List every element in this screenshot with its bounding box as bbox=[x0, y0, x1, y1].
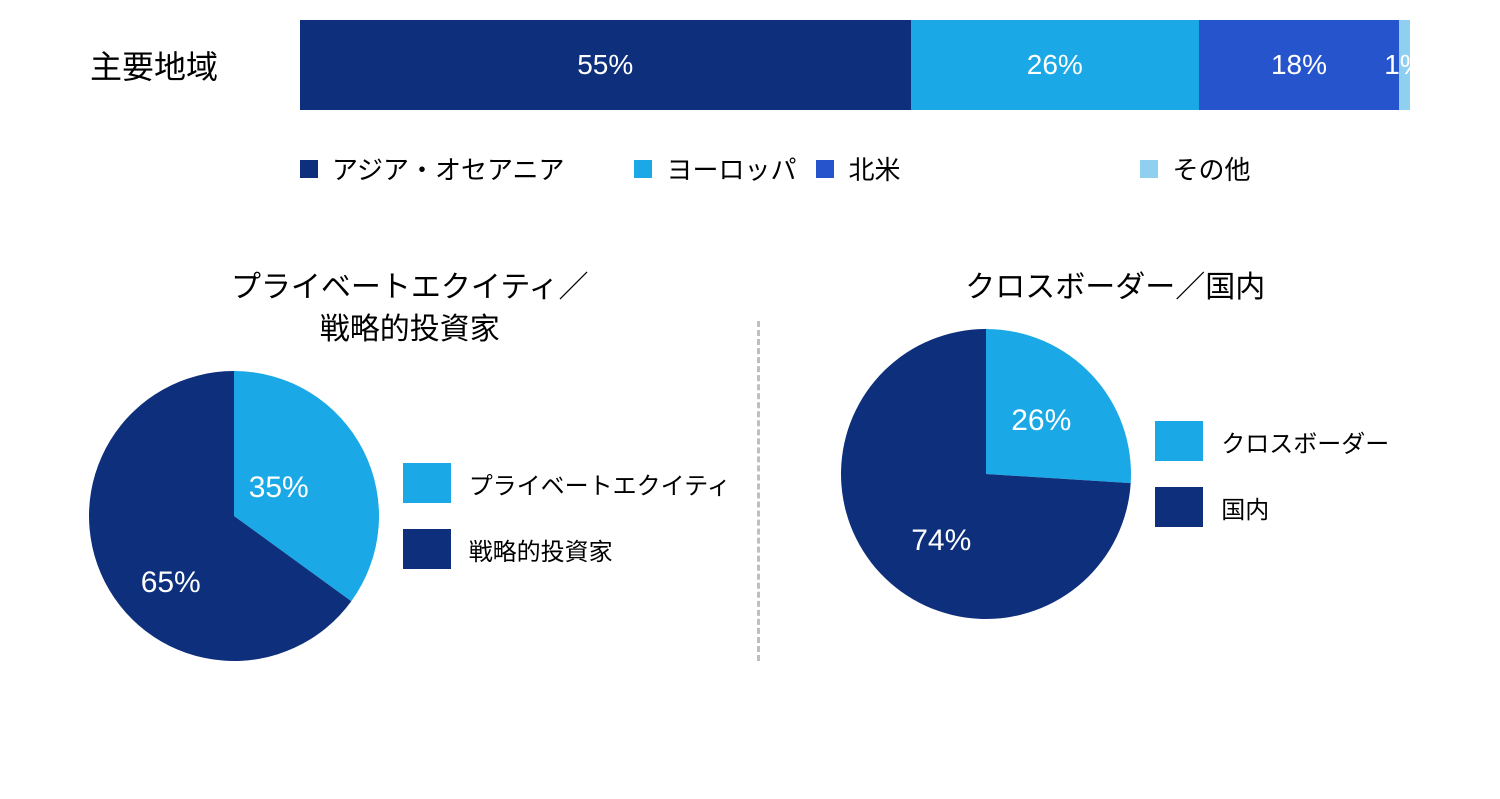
legend-item: 北米 bbox=[816, 150, 900, 187]
pie-legend-right: クロスボーダー国内 bbox=[1155, 421, 1389, 527]
legend-label: 国内 bbox=[1221, 490, 1269, 525]
pie-legend-item: クロスボーダー bbox=[1155, 421, 1389, 461]
legend-label: ヨーロッパ bbox=[666, 150, 796, 187]
legend-swatch-icon bbox=[634, 160, 652, 178]
pie-legend-left: プライベートエクイティ戦略的投資家 bbox=[403, 463, 731, 569]
legend-swatch-icon bbox=[403, 463, 451, 503]
legend-swatch-icon bbox=[403, 529, 451, 569]
pie-slice-label: 26% bbox=[1011, 404, 1071, 438]
legend-swatch-icon bbox=[1155, 487, 1203, 527]
pie-title-right: クロスボーダー／国内 bbox=[965, 267, 1265, 309]
region-bar-legend: アジア・オセアニア ヨーロッパ 北米 その他 bbox=[300, 150, 1500, 187]
pie-slice-label: 74% bbox=[911, 524, 971, 558]
legend-label: プライベートエクイティ bbox=[469, 466, 731, 501]
legend-label: アジア・オセアニア bbox=[332, 150, 564, 187]
region-bar-label: 主要地域 bbox=[90, 42, 300, 88]
legend-label: 戦略的投資家 bbox=[469, 532, 613, 567]
pie-legend-item: 国内 bbox=[1155, 487, 1389, 527]
pie-slice-label: 35% bbox=[249, 471, 309, 505]
legend-swatch-icon bbox=[300, 160, 318, 178]
legend-label: その他 bbox=[1172, 150, 1250, 187]
bar-segment-other: 1% bbox=[1399, 20, 1410, 110]
bar-segment-asia-oceania: 55% bbox=[300, 20, 911, 110]
pie-legend-item: プライベートエクイティ bbox=[403, 463, 731, 503]
pie-chart-left: 35% 65% bbox=[89, 371, 379, 661]
pie-slice-label: 65% bbox=[141, 566, 201, 600]
pie-legend-item: 戦略的投資家 bbox=[403, 529, 731, 569]
legend-label: 北米 bbox=[848, 150, 900, 187]
legend-label: クロスボーダー bbox=[1221, 424, 1389, 459]
legend-swatch-icon bbox=[816, 160, 834, 178]
legend-item: アジア・オセアニア bbox=[300, 150, 564, 187]
pie-block-pe-strategic: プライベートエクイティ／ 戦略的投資家 35% 65% プライベートエクイティ戦略… bbox=[70, 267, 749, 661]
legend-item: その他 bbox=[1140, 150, 1250, 187]
pie-chart-right: 26% 74% bbox=[841, 329, 1131, 619]
bar-segment-north-america: 18% bbox=[1199, 20, 1399, 110]
bar-segment-europe: 26% bbox=[911, 20, 1200, 110]
legend-swatch-icon bbox=[1155, 421, 1203, 461]
legend-swatch-icon bbox=[1140, 160, 1158, 178]
region-stacked-bar: 55%26%18%1% bbox=[300, 20, 1410, 110]
region-stacked-bar-section: 主要地域 55%26%18%1% bbox=[0, 0, 1500, 110]
pie-section: プライベートエクイティ／ 戦略的投資家 35% 65% プライベートエクイティ戦略… bbox=[0, 267, 1500, 661]
pie-title-left: プライベートエクイティ／ 戦略的投資家 bbox=[231, 267, 589, 351]
vertical-divider bbox=[757, 321, 760, 661]
pie-block-crossborder-domestic: クロスボーダー／国内 26% 74% クロスボーダー国内 bbox=[790, 267, 1440, 661]
legend-item: ヨーロッパ bbox=[634, 150, 796, 187]
